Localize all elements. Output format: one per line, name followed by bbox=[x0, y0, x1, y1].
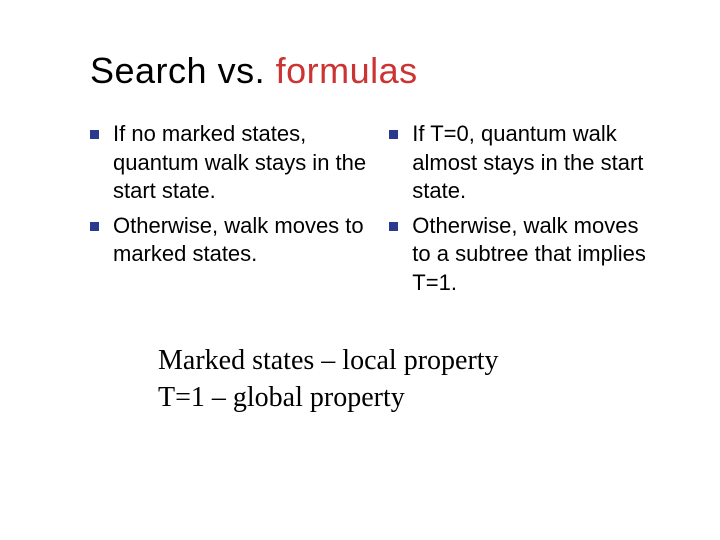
square-bullet-icon bbox=[389, 222, 398, 231]
slide-container: Search vs. formulas If no marked states,… bbox=[0, 0, 720, 540]
footer-text: Marked states – local property T=1 – glo… bbox=[90, 342, 660, 418]
square-bullet-icon bbox=[389, 130, 398, 139]
footer-line-2: T=1 – global property bbox=[158, 379, 660, 417]
list-item: Otherwise, walk moves to marked states. bbox=[90, 212, 369, 269]
slide-title: Search vs. formulas bbox=[90, 50, 660, 92]
list-item: Otherwise, walk moves to a subtree that … bbox=[389, 212, 657, 298]
title-part-search: Search vs. bbox=[90, 50, 276, 91]
square-bullet-icon bbox=[90, 222, 99, 231]
square-bullet-icon bbox=[90, 130, 99, 139]
list-item: If T=0, quantum walk almost stays in the… bbox=[389, 120, 657, 206]
bullet-text: If T=0, quantum walk almost stays in the… bbox=[412, 120, 657, 206]
bullet-text: Otherwise, walk moves to a subtree that … bbox=[412, 212, 657, 298]
footer-line-1: Marked states – local property bbox=[158, 342, 660, 380]
bullet-text: If no marked states, quantum walk stays … bbox=[113, 120, 369, 206]
right-column: If T=0, quantum walk almost stays in the… bbox=[389, 120, 657, 304]
left-column: If no marked states, quantum walk stays … bbox=[90, 120, 369, 304]
two-column-layout: If no marked states, quantum walk stays … bbox=[90, 120, 660, 304]
title-part-formulas: formulas bbox=[276, 50, 418, 91]
list-item: If no marked states, quantum walk stays … bbox=[90, 120, 369, 206]
bullet-text: Otherwise, walk moves to marked states. bbox=[113, 212, 369, 269]
